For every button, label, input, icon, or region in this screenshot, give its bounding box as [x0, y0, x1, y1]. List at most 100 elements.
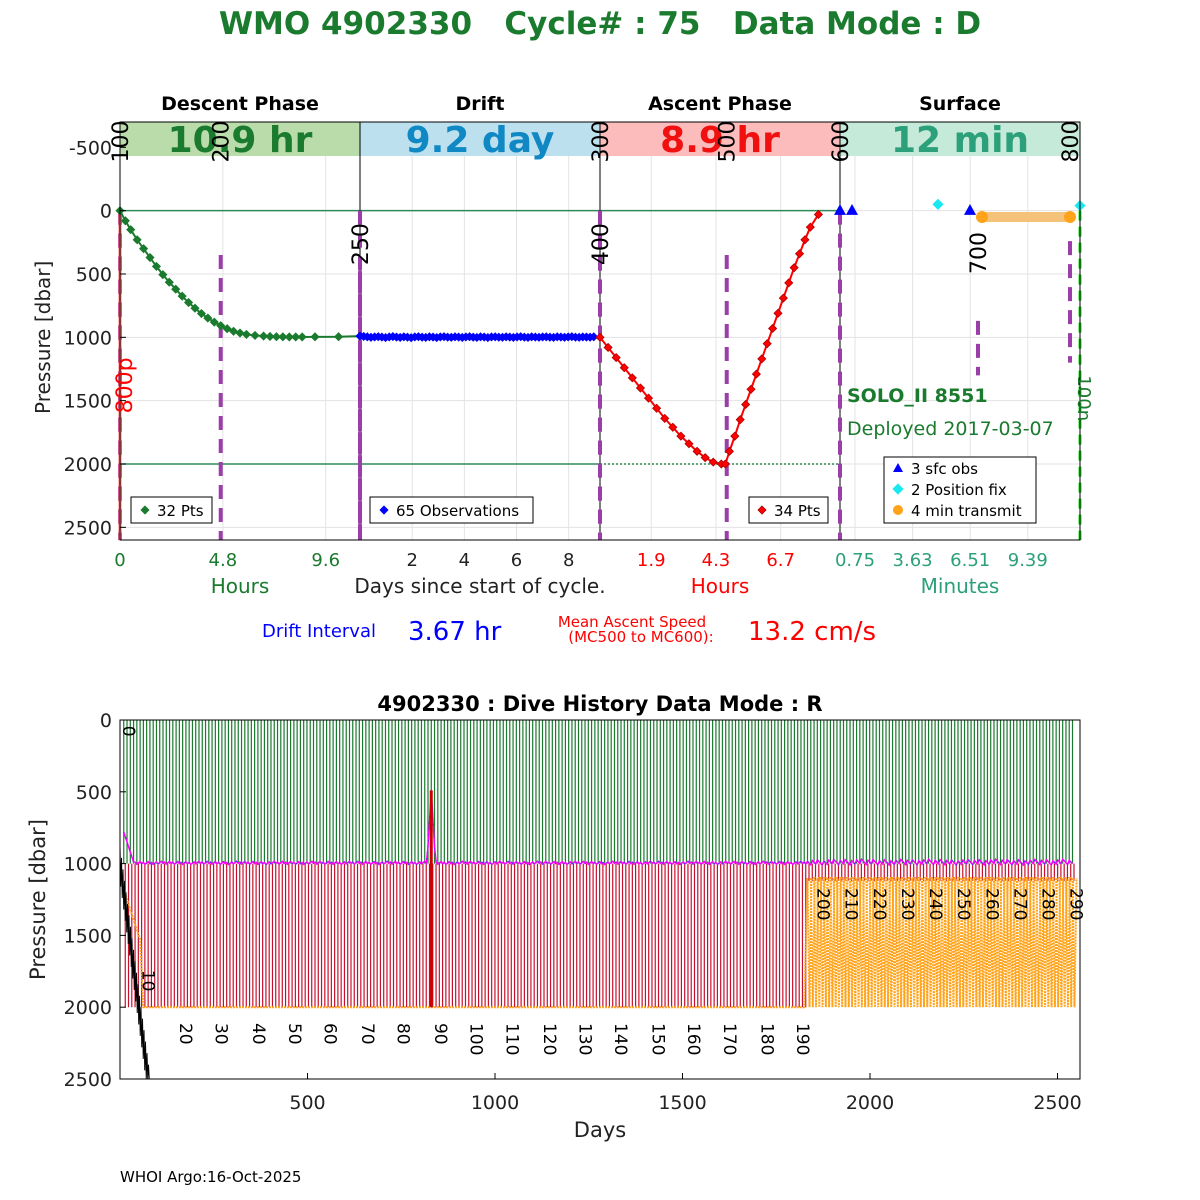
surface-legend-fix-marker	[892, 483, 904, 495]
history-y-axis-label: Pressure [dbar]	[26, 819, 50, 980]
ascent-speed-value: 13.2 cm/s	[748, 617, 876, 647]
x-axis-label: Days since start of cycle.	[354, 574, 605, 598]
cycle-label: 280	[1038, 888, 1058, 920]
mc-marker-label: 500	[716, 121, 741, 163]
history-y-tick-label: 1000	[64, 854, 112, 876]
ascent-point	[751, 369, 761, 379]
phase-duration: 12 min	[891, 120, 1029, 161]
history-x-tick-label: 2000	[846, 1092, 894, 1114]
descent-point	[278, 332, 288, 342]
drift-interval-value: 3.67 hr	[408, 617, 502, 647]
descent-point	[132, 235, 142, 245]
x-tick-label: 2	[406, 550, 417, 571]
x-tick-label: 6	[511, 550, 522, 571]
mc-marker-label: 200	[210, 121, 235, 163]
mc-marker-label: 600	[829, 121, 854, 163]
descent-point	[265, 331, 275, 342]
surface-legend-transmit-text: 4 min transmit	[911, 502, 1022, 520]
mc-marker-label: 400	[589, 223, 614, 265]
cycle-label: 80	[393, 1023, 413, 1045]
descent-point	[164, 277, 174, 287]
position-fix-point	[932, 198, 944, 210]
cycle-label: 40	[248, 1023, 268, 1045]
label-800p: 800p	[113, 357, 138, 413]
surface-legend-obs-marker	[893, 463, 903, 472]
cycle-label: 60	[319, 1023, 339, 1045]
cycle-label: 290	[1066, 888, 1086, 920]
label-100n: 100n	[1073, 375, 1094, 421]
ascent-point	[794, 249, 805, 259]
surface-obs-point	[846, 204, 858, 215]
cycle-label: 0	[118, 726, 138, 737]
descent-point	[334, 332, 344, 342]
x-tick-label: 0.75	[835, 550, 875, 571]
phase-name: Surface	[919, 93, 1001, 115]
history-y-tick-label: 0	[100, 710, 112, 732]
ascent-point	[643, 393, 654, 403]
cycle-label: 190	[792, 1023, 812, 1055]
dive-history-title: 4902330 : Dive History Data Mode : R	[377, 692, 822, 716]
ascent-point	[603, 342, 613, 353]
ascent-speed-label-2: (MC500 to MC600):	[568, 628, 713, 646]
descent-point	[297, 332, 307, 342]
ascent-point	[800, 235, 810, 245]
descent-point	[291, 332, 301, 342]
float-id: SOLO_II 8551	[847, 385, 988, 407]
y-axis-label: Pressure [dbar]	[31, 261, 55, 414]
cycle-profile-chart: 10.9 hr Descent Phase 9.2 day Drift 8.9 hr As…	[31, 93, 1086, 598]
x-tick-label: 6.7	[766, 550, 795, 571]
cycle-label: 220	[869, 888, 889, 920]
descent-point	[184, 297, 194, 308]
x-unit-label: Hours	[211, 574, 270, 598]
cycle-label: 180	[756, 1023, 776, 1055]
descent-point	[222, 324, 232, 334]
x-tick-label: 4.8	[209, 550, 238, 571]
descent-point	[196, 308, 206, 319]
drift-interval-label: Drift Interval	[262, 621, 376, 642]
cycle-label: 230	[897, 888, 917, 920]
history-x-tick-label: 2500	[1033, 1092, 1081, 1114]
transmit-point	[1064, 211, 1076, 223]
ascent-point	[692, 446, 702, 456]
ascent-point	[768, 323, 778, 334]
cycle-label: 200	[813, 888, 833, 920]
drift-legend-box	[369, 496, 534, 524]
x-tick-label: 9.39	[1008, 550, 1048, 571]
descent-point	[120, 216, 130, 226]
y-tick-label: 2500	[64, 517, 112, 539]
phase-duration: 8.9 hr	[660, 120, 780, 161]
page-title: WMO 4902330 Cycle# : 75 Data Mode : D	[219, 6, 981, 42]
ascent-point	[735, 415, 745, 425]
surface-obs-point	[964, 204, 976, 215]
cycle-label: 110	[501, 1023, 521, 1055]
mc-marker-label: 100	[109, 121, 134, 163]
ascent-point	[700, 453, 710, 463]
deployed-date: Deployed 2017-03-07	[847, 418, 1054, 440]
mc-marker-label: 800	[1059, 121, 1084, 163]
descent-point	[284, 332, 294, 342]
x-tick-label: 9.6	[311, 550, 340, 571]
x-tick-label: 4.3	[702, 550, 731, 571]
cycle-label: 50	[284, 1023, 304, 1045]
cycle-label: 160	[683, 1023, 703, 1055]
cycle-label: 90	[430, 1023, 450, 1045]
cycle-label: 240	[925, 888, 945, 920]
cycle-label: 30	[211, 1023, 231, 1045]
drift-legend-text: 65 Observations	[396, 502, 519, 520]
ascent-point	[668, 422, 678, 432]
history-y-tick-label: 1500	[64, 925, 112, 947]
ascent-point	[773, 308, 783, 318]
ascent-point	[684, 439, 694, 449]
descent-point	[139, 244, 149, 254]
cycle-label: 70	[357, 1023, 377, 1045]
descent-point	[145, 252, 155, 263]
mc-marker-label: 700	[967, 232, 992, 274]
ascent-point	[627, 373, 637, 383]
descent-point	[171, 284, 181, 294]
ascent-point	[778, 293, 788, 303]
ascent-point	[652, 403, 662, 413]
ascent-point	[789, 263, 799, 273]
history-x-axis-label: Days	[574, 1118, 626, 1142]
y-tick-label: 0	[100, 201, 112, 223]
